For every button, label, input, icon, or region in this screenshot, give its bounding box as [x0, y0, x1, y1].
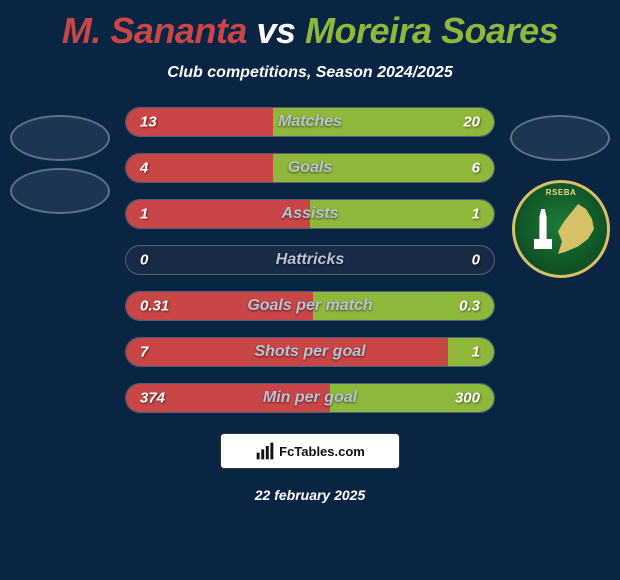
player2-name: Moreira Soares: [305, 10, 558, 51]
stat-value-left: 1: [140, 206, 148, 223]
stat-label: Matches: [278, 113, 342, 131]
subtitle: Club competitions, Season 2024/2025: [0, 64, 620, 82]
stat-label: Goals per match: [247, 297, 372, 315]
comparison-date: 22 february 2025: [0, 487, 620, 503]
stats-container: 13 20 Matches 4 6 Goals 1 1 Assists 0 0 Hattricks 0.…: [0, 107, 620, 413]
stat-label: Hattricks: [276, 251, 344, 269]
stat-value-right: 0.3: [459, 298, 480, 315]
stat-value-right: 20: [463, 114, 480, 131]
brand-text: FcTables.com: [279, 444, 365, 459]
stat-value-left: 0: [140, 252, 148, 269]
stat-bar: 7 1 Shots per goal: [125, 337, 495, 367]
stat-row: 0 0 Hattricks: [0, 245, 620, 275]
stat-value-left: 0.31: [140, 298, 169, 315]
stat-bar: 374 300 Min per goal: [125, 383, 495, 413]
stat-value-left: 374: [140, 390, 165, 407]
stat-value-left: 13: [140, 114, 157, 131]
stat-value-right: 300: [455, 390, 480, 407]
comparison-title: M. Sananta vs Moreira Soares: [0, 0, 620, 52]
stat-value-left: 4: [140, 160, 148, 177]
stat-label: Assists: [282, 205, 339, 223]
stat-row: 374 300 Min per goal: [0, 383, 620, 413]
player1-name: M. Sananta: [62, 10, 247, 51]
stat-row: 4 6 Goals: [0, 153, 620, 183]
brand-pill[interactable]: FcTables.com: [220, 433, 400, 469]
stat-bar: 0.31 0.3 Goals per match: [125, 291, 495, 321]
stat-label: Shots per goal: [254, 343, 365, 361]
stat-row: 13 20 Matches: [0, 107, 620, 137]
stat-row: 7 1 Shots per goal: [0, 337, 620, 367]
stat-bar: 0 0 Hattricks: [125, 245, 495, 275]
vs-text: vs: [256, 10, 295, 51]
stat-value-right: 1: [472, 344, 480, 361]
stat-bar: 13 20 Matches: [125, 107, 495, 137]
stat-label: Min per goal: [263, 389, 357, 407]
stat-row: 0.31 0.3 Goals per match: [0, 291, 620, 321]
stat-bar: 4 6 Goals: [125, 153, 495, 183]
stat-bar: 1 1 Assists: [125, 199, 495, 229]
stat-row: 1 1 Assists: [0, 199, 620, 229]
stat-value-left: 7: [140, 344, 148, 361]
stat-value-right: 6: [472, 160, 480, 177]
chart-icon: [255, 441, 275, 461]
stat-value-right: 0: [472, 252, 480, 269]
stat-label: Goals: [288, 159, 332, 177]
stat-value-right: 1: [472, 206, 480, 223]
